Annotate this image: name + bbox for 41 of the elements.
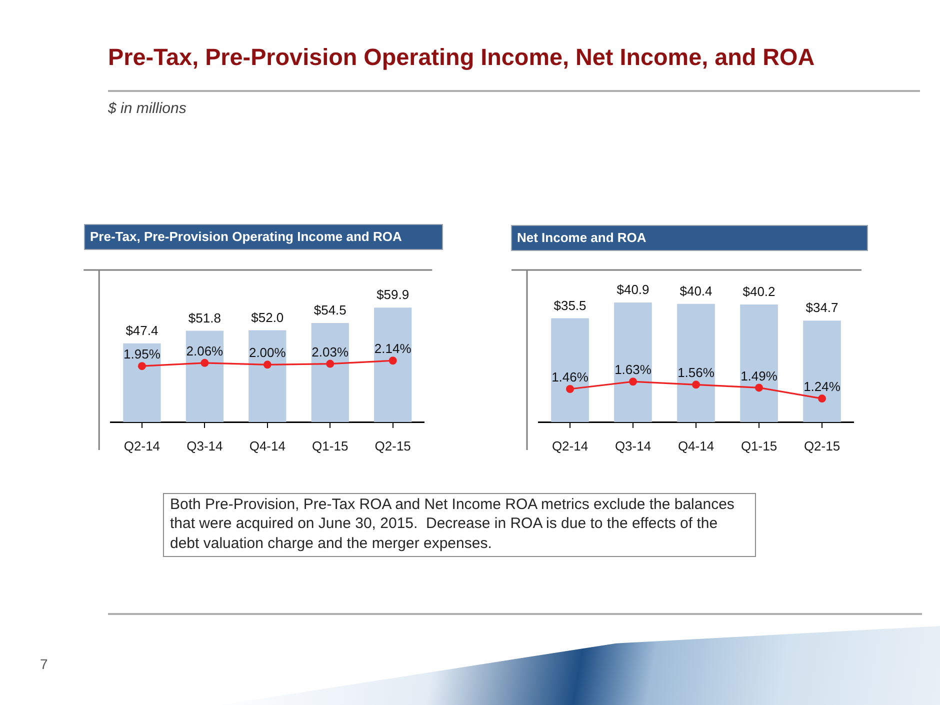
data-label: 2.06% xyxy=(186,344,224,358)
data-label: 1.49% xyxy=(740,368,778,384)
data-label: $47.4 xyxy=(126,322,158,338)
x-tick-label: Q1-15 xyxy=(312,438,348,454)
text: $ in millions xyxy=(108,100,186,118)
x-tick-label: Q2-15 xyxy=(804,438,840,454)
data-label: 1.24% xyxy=(804,379,841,394)
x-tick-label: Q1-15 xyxy=(740,438,778,454)
text: 7 xyxy=(40,656,48,673)
x-tick-label: Q2-15 xyxy=(374,438,411,454)
data-label: 1.95% xyxy=(124,346,161,362)
point xyxy=(692,380,700,389)
data-label: $35.5 xyxy=(554,298,586,313)
point xyxy=(566,384,574,393)
data-label: $51.8 xyxy=(188,310,221,326)
point xyxy=(755,384,763,392)
data-label: $52.0 xyxy=(251,310,284,325)
data-label: 2.00% xyxy=(248,345,286,360)
data-label: 2.14% xyxy=(374,341,412,356)
chart-title: Pre-Tax, Pre-Provision Operating Income and ROA xyxy=(84,224,443,250)
x-tick-label: Q3-14 xyxy=(186,438,223,454)
data-label: $54.5 xyxy=(314,302,346,318)
x-tick-label: Q3-14 xyxy=(614,438,652,454)
x-tick-label: Q2-14 xyxy=(124,438,160,454)
data-label: $34.7 xyxy=(806,300,838,316)
chart-title: Net Income and ROA xyxy=(511,225,868,251)
data-label: $40.9 xyxy=(616,282,650,298)
data-label: 1.46% xyxy=(552,370,589,385)
data-label: 1.63% xyxy=(614,362,652,378)
data-label: $40.2 xyxy=(742,284,776,300)
text: Pre-Tax, Pre-Provision Operating Income, Net Income, and ROA xyxy=(108,44,815,71)
data-label: $40.4 xyxy=(680,283,712,298)
text: Both Pre-Provision, Pre-Tax ROA and Net Income ROA metrics exclude the balances that were acquired on June 30, 2015. Decrease in ROA is due to the effects of the debt valuation charge and the merger expenses. xyxy=(163,493,756,557)
data-label: $59.9 xyxy=(376,287,410,302)
x-tick-label: Q2-14 xyxy=(552,438,588,454)
data-label: 1.56% xyxy=(678,365,715,380)
point xyxy=(629,378,637,386)
point xyxy=(818,394,826,403)
x-tick-label: Q4-14 xyxy=(249,438,286,454)
data-label: 2.03% xyxy=(312,344,349,360)
x-tick-label: Q4-14 xyxy=(678,438,714,454)
